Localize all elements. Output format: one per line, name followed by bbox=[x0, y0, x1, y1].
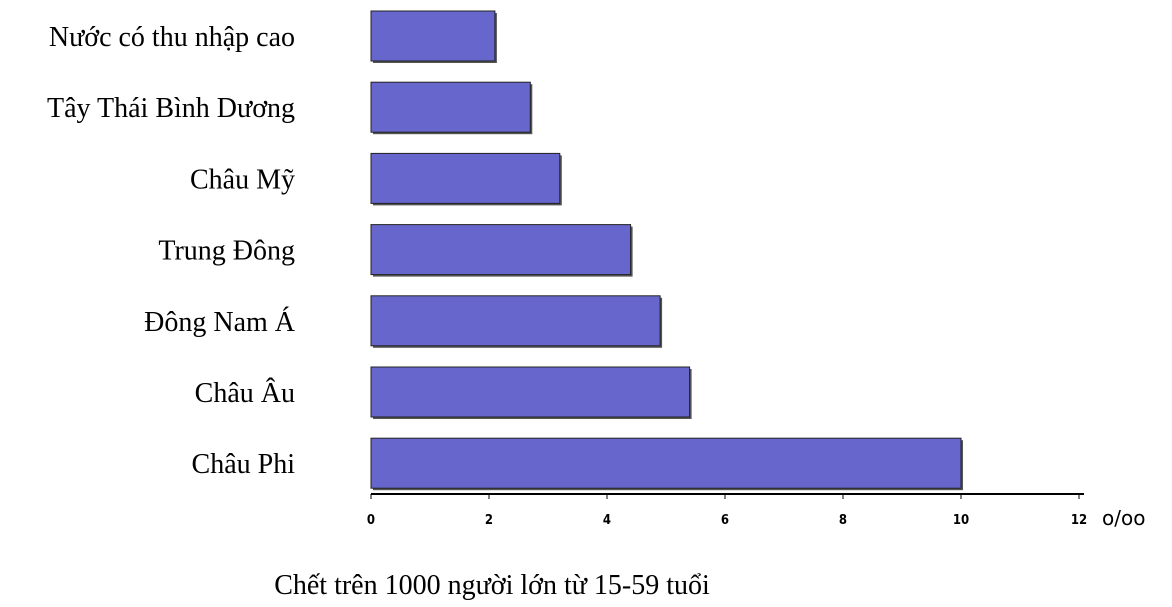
bar bbox=[370, 366, 691, 418]
x-tick-label: 2 bbox=[485, 513, 493, 528]
category-labels: Nước có thu nhập cao Tây Thái Bình Dương C… bbox=[47, 22, 296, 480]
x-tick-label: 12 bbox=[1071, 513, 1087, 528]
category-label: Châu Mỹ bbox=[190, 164, 295, 195]
bar bbox=[370, 295, 661, 347]
bar bbox=[370, 437, 962, 489]
x-tick-label: 4 bbox=[603, 513, 611, 528]
category-label: Trung Đông bbox=[158, 236, 295, 267]
bar bbox=[370, 224, 632, 276]
x-tick-label: 0 bbox=[367, 513, 375, 528]
x-axis-unit: o/oo bbox=[1102, 506, 1145, 530]
bar bbox=[370, 10, 496, 62]
chart-caption: Chết trên 1000 người lớn từ 15-59 tuổi bbox=[274, 570, 710, 601]
x-tick-label: 8 bbox=[839, 513, 847, 528]
bar bbox=[370, 81, 531, 133]
x-tick-label: 6 bbox=[721, 513, 729, 528]
category-label: Nước có thu nhập cao bbox=[49, 22, 295, 53]
category-label: Tây Thái Bình Dương bbox=[47, 93, 295, 124]
x-axis-ticks: 0 2 4 6 8 10 12 bbox=[367, 494, 1087, 528]
category-label: Châu Phi bbox=[192, 449, 296, 480]
bars bbox=[370, 10, 963, 491]
bar bbox=[370, 152, 561, 204]
category-label: Đông Nam Á bbox=[144, 307, 296, 338]
x-tick-label: 10 bbox=[953, 513, 969, 528]
category-label: Châu Âu bbox=[195, 378, 295, 409]
